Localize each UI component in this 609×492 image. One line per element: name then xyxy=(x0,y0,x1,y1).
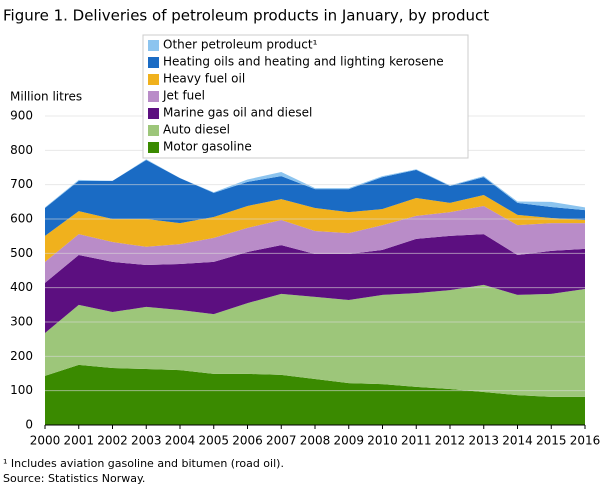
legend: Other petroleum product¹ Heating oils and… xyxy=(142,34,469,159)
plot: 0 100 200 300 400 500 600 700 800 900 2000 2001 2002… xyxy=(10,109,600,448)
y-axis-label: Million litres xyxy=(10,90,82,104)
x-tick-label: 2008 xyxy=(300,434,331,448)
x-tick-label: 2011 xyxy=(401,434,432,448)
x-tick-label: 2015 xyxy=(536,434,567,448)
x-tick-label: 2009 xyxy=(333,434,364,448)
legend-swatch xyxy=(148,57,159,68)
x-tick-label: 2014 xyxy=(502,434,533,448)
x-tick-label: 2004 xyxy=(165,434,196,448)
legend-label: Motor gasoline xyxy=(163,140,252,154)
y-tick-label: 600 xyxy=(10,212,33,226)
y-tick-label: 200 xyxy=(10,349,33,363)
legend-label: Marine gas oil and diesel xyxy=(163,106,312,120)
legend-swatch xyxy=(148,91,159,102)
y-tick-label: 900 xyxy=(10,109,33,123)
y-tick-label: 100 xyxy=(10,383,33,397)
x-tick-label: 2007 xyxy=(266,434,297,448)
source: Source: Statistics Norway. xyxy=(3,472,145,485)
area xyxy=(45,234,585,333)
x-tick-label: 2012 xyxy=(435,434,466,448)
x-tick-label: 2002 xyxy=(97,434,128,448)
legend-swatch xyxy=(148,125,159,136)
legend-swatch xyxy=(148,40,159,51)
x-tick-label: 2001 xyxy=(63,434,94,448)
y-tick-label: 0 xyxy=(25,418,33,432)
y-tick-label: 800 xyxy=(10,143,33,157)
legend-swatch xyxy=(148,142,159,153)
y-tick-label: 700 xyxy=(10,177,33,191)
x-tick-label: 2016 xyxy=(570,434,601,448)
x-tick-label: 2000 xyxy=(30,434,61,448)
legend-label: Other petroleum product¹ xyxy=(163,38,318,52)
x-tick-label: 2003 xyxy=(131,434,162,448)
legend-box xyxy=(142,34,469,159)
legend-label: Heavy fuel oil xyxy=(163,72,245,86)
legend-label: Auto diesel xyxy=(163,123,230,137)
y-tick-label: 300 xyxy=(10,315,33,329)
legend-swatch xyxy=(148,74,159,85)
legend-label: Heating oils and heating and lighting ke… xyxy=(163,55,444,69)
x-tick-label: 2005 xyxy=(198,434,229,448)
area xyxy=(45,205,585,283)
area xyxy=(45,364,585,425)
area xyxy=(45,159,585,236)
legend-label: Jet fuel xyxy=(162,89,205,103)
y-tick-label: 400 xyxy=(10,280,33,294)
x-tick-label: 2010 xyxy=(367,434,398,448)
legend-swatch xyxy=(148,108,159,119)
footnote: ¹ Includes aviation gasoline and bitumen… xyxy=(3,457,284,470)
area xyxy=(45,284,585,397)
chart-title: Figure 1. Deliveries of petroleum produc… xyxy=(3,7,489,25)
area xyxy=(45,194,585,262)
x-tick-label: 2013 xyxy=(468,434,499,448)
x-tick-label: 2006 xyxy=(232,434,263,448)
y-tick-label: 500 xyxy=(10,246,33,260)
